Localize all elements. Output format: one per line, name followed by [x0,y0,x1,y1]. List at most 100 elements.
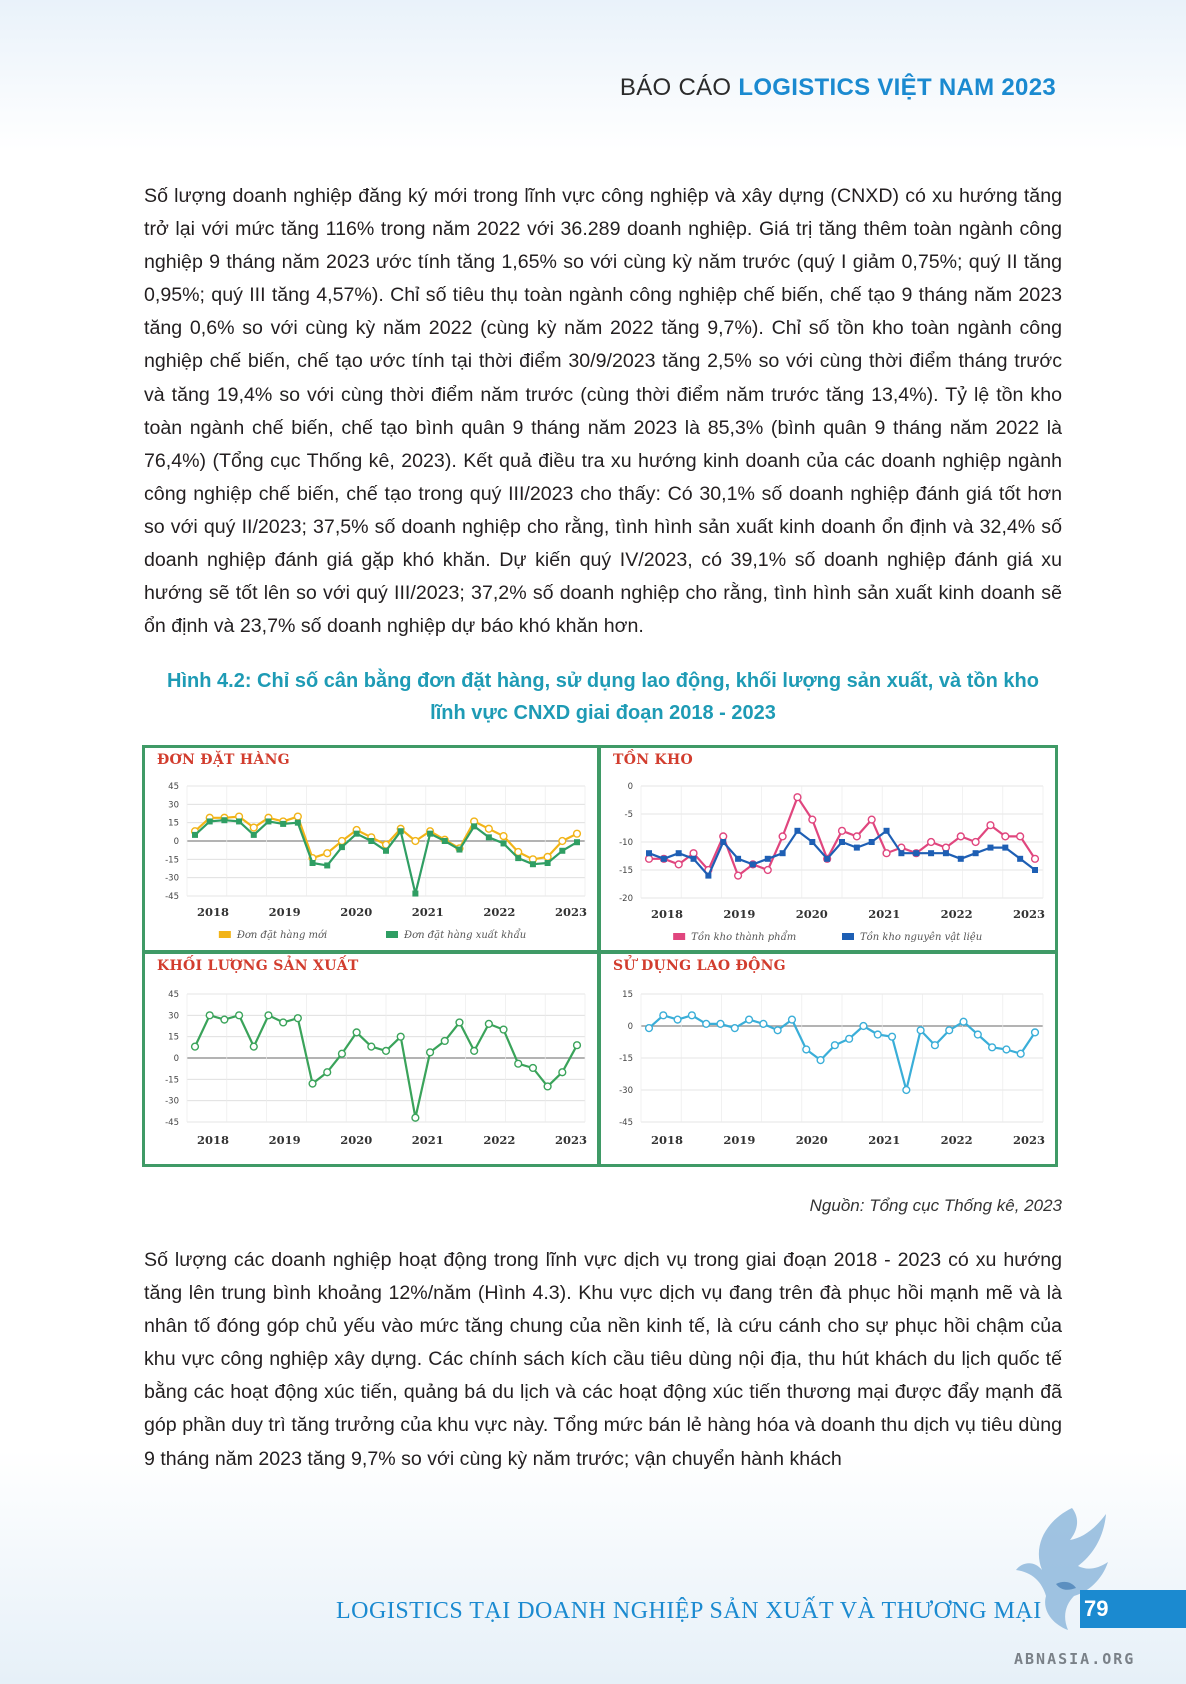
production-year-label: 2023 [555,1133,587,1147]
production-data-point [411,1113,420,1122]
inventory-data-point [1017,855,1024,862]
inventory-data-point [764,855,771,862]
employment-y-tick-label: -15 [619,1054,633,1064]
production-year-label: 2020 [340,1133,372,1147]
inventory-year-label: 2021 [868,907,900,921]
inventory-data-point [928,850,935,857]
figure-caption-line-1: Hình 4.2: Chỉ số cân bằng đơn đặt hàng, … [167,670,1039,692]
paragraph-2: Số lượng các doanh nghiệp hoạt động tron… [144,1249,1062,1470]
production-data-point [558,1068,567,1077]
employment-data-point [1002,1045,1011,1054]
employment-data-point [873,1030,882,1039]
inventory-data-point [837,826,847,835]
chart-title-orders: ĐƠN ĐẶT HÀNG [157,752,290,768]
orders-data-point [368,838,375,844]
orders-data-point [280,820,287,827]
inventory-year-label: 2020 [796,907,828,921]
employment-year-label: 2022 [941,1133,973,1147]
production-data-point [279,1018,288,1027]
inventory-data-point [852,832,861,841]
inventory-data-point [794,827,801,834]
inventory-data-point [941,843,951,852]
inventory-data-point [957,855,964,862]
orders-data-point [456,846,463,853]
employment-year-label: 2018 [651,1133,683,1147]
employment-data-point [945,1026,954,1035]
orders-data-point [572,829,582,838]
employment-year-label: 2023 [1013,1133,1045,1147]
bird-logo-icon [1016,1508,1108,1630]
orders-data-point [544,860,551,866]
orders-y-tick-label: 45 [168,782,179,792]
orders-y-tick-label: 15 [168,819,179,829]
inventory-data-point [824,855,831,862]
production-data-point [543,1082,552,1091]
production-data-point [190,1042,200,1051]
inventory-year-label: 2022 [941,907,973,921]
inventory-data-point [839,839,845,845]
employment-data-point [1016,1049,1025,1058]
production-data-point [484,1019,493,1028]
production-data-point [572,1041,582,1050]
production-y-tick-label: -45 [165,1118,179,1128]
paragraph-1: Số lượng doanh nghiệp đăng ký mới trong … [144,185,1062,638]
inventory-data-point [674,860,683,869]
orders-y-tick-label: -45 [165,892,179,902]
production-data-point [234,1011,244,1020]
orders-data-point [499,832,508,841]
orders-y-tick-label: -15 [165,855,179,865]
orders-data-point [221,817,228,824]
employment-data-point [845,1034,854,1043]
figure-source: Nguồn: Tổng cục Thống kê, 2023 [809,1196,1062,1215]
orders-data-point [529,861,536,868]
orders-data-point [324,862,331,869]
chart-panel-production: 45 30 15 0 -15 -30 -45 2018 2019 2020 2021 2022 2023… [145,954,597,1164]
inventory-data-point [913,850,920,857]
inventory-data-point [749,861,756,868]
employment-y-tick-label: -45 [619,1118,633,1128]
orders-data-point [471,823,478,830]
orders-data-point [206,818,213,825]
orders-data-point [294,819,301,826]
inventory-y-tick-label: -15 [619,866,633,876]
employment-data-point [816,1056,825,1065]
inventory-chart: 0 -5 -10 -15 -20 2018 2019 2020 2021 2022 2023 Tồn … [619,782,1045,943]
inventory-year-label: 2019 [723,907,755,921]
production-data-point [470,1046,479,1055]
orders-data-point [484,824,493,833]
orders-data-point [427,830,434,837]
employment-y-tick-label: -30 [619,1086,633,1096]
production-data-point [337,1049,347,1058]
orders-data-point [236,818,243,825]
inventory-legend-swatch [673,933,686,940]
production-data-point [249,1042,258,1051]
employment-year-label: 2019 [723,1133,755,1147]
orders-legend-label: Đơn đặt hàng xuất khẩu [403,929,526,941]
page-number: 79 [1080,1590,1186,1628]
orders-data-point [249,823,258,832]
employment-data-point [802,1045,811,1054]
running-header: BÁO CÁO LOGISTICS VIỆT NAM 2023 [620,74,1056,102]
production-chart: 45 30 15 0 -15 -30 -45 2018 2019 2020 2021 2022 2023 [165,990,587,1147]
production-data-point [396,1032,405,1041]
employment-data-point [830,1041,839,1050]
inventory-y-tick-label: -5 [625,810,633,820]
orders-data-point [397,828,404,835]
employment-data-point [659,1011,668,1020]
employment-data-point [744,1015,754,1024]
employment-data-point [973,1030,982,1039]
production-y-tick-label: -15 [165,1075,179,1085]
production-data-point [308,1079,317,1088]
employment-data-point [930,1041,940,1050]
orders-data-point [500,840,507,847]
production-data-point [220,1015,229,1024]
chart-panel-orders: 45 30 15 0 -15 -30 -45 2018 2019 2020 2021 2022 2023… [145,748,597,950]
employment-data-point [787,1015,797,1024]
orders-data-point [559,847,566,854]
inventory-data-point [883,827,890,834]
orders-data-point [250,831,257,838]
orders-y-tick-label: 0 [174,837,179,847]
inventory-data-point [808,815,817,824]
inventory-data-point [719,832,728,841]
inventory-data-point [853,844,860,851]
